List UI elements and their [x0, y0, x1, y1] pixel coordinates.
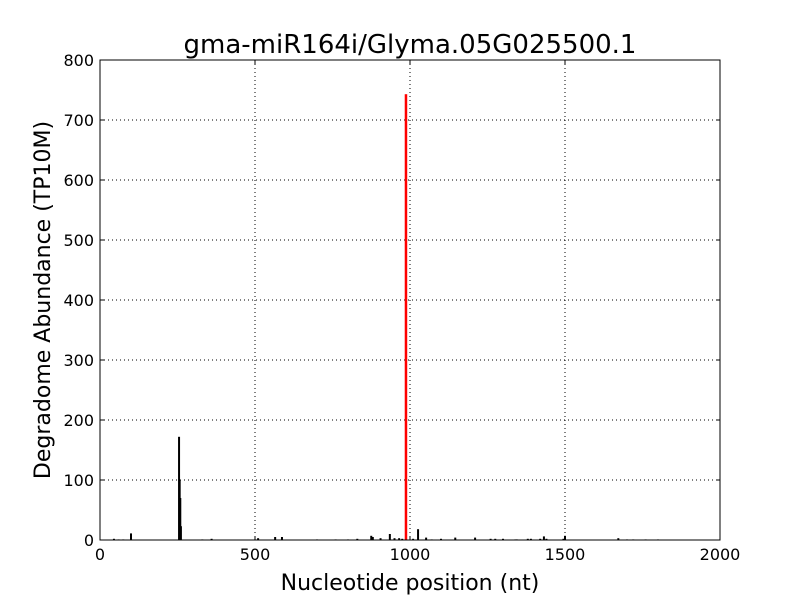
x-tick-label: 0 [95, 545, 105, 564]
y-tick-label: 800 [63, 51, 94, 70]
bar [257, 538, 260, 540]
bar [562, 538, 565, 540]
bar [401, 538, 404, 540]
bar [371, 537, 374, 540]
y-tick-label: 100 [63, 471, 94, 490]
bar [489, 538, 492, 540]
y-tick-label: 700 [63, 111, 94, 130]
bar [393, 538, 396, 540]
bar [539, 538, 542, 540]
bar [280, 537, 283, 540]
bar [130, 533, 132, 540]
y-axis-label: Degradome Abundance (TP10M) [31, 121, 56, 479]
bar [379, 538, 382, 540]
bar [274, 537, 277, 540]
bar [502, 538, 504, 540]
bar [617, 538, 620, 540]
bar [388, 534, 391, 540]
y-tick-label: 600 [63, 171, 94, 190]
bar [179, 526, 182, 540]
ticks: 0 500 1000 1500 2000 0 100 200 300 400 500 600 700 80… [63, 51, 740, 564]
y-tick-label: 400 [63, 291, 94, 310]
x-tick-label: 500 [240, 545, 271, 564]
bar [356, 538, 359, 540]
bar [454, 537, 457, 540]
bar [494, 538, 497, 540]
bar [440, 538, 442, 540]
bar [529, 538, 532, 540]
x-tick-label: 1000 [390, 545, 431, 564]
bar [398, 538, 401, 540]
bar [474, 537, 477, 540]
y-tick-label: 0 [84, 531, 94, 550]
y-tick-label: 500 [63, 231, 94, 250]
bar [404, 94, 408, 540]
x-axis-label: Nucleotide position (nt) [281, 571, 540, 596]
bar [542, 536, 545, 540]
chart-title: gma-miR164i/Glyma.05G025500.1 [184, 30, 637, 60]
x-tick-label: 1500 [545, 545, 586, 564]
bar [412, 538, 415, 540]
bar [112, 538, 115, 540]
x-tick-label: 2000 [700, 545, 741, 564]
bar [526, 538, 529, 540]
y-tick-label: 200 [63, 411, 94, 430]
bar [545, 538, 548, 540]
bar [179, 498, 182, 540]
y-tick-label: 300 [63, 351, 94, 370]
bar [370, 535, 373, 540]
bar [210, 538, 213, 540]
grid [100, 60, 720, 540]
bar [417, 529, 420, 540]
bar [425, 537, 428, 540]
